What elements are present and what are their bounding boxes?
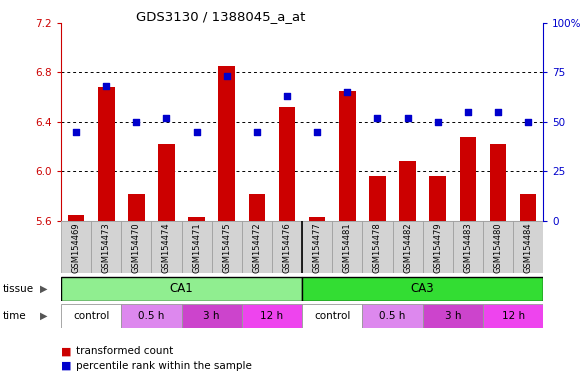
Text: GSM154481: GSM154481 (343, 222, 352, 273)
Point (343, 89, 352, 95)
Text: control: control (314, 311, 350, 321)
Text: GSM154484: GSM154484 (523, 222, 533, 273)
Bar (68, 215, 84, 221)
Text: CA1: CA1 (170, 283, 193, 295)
FancyBboxPatch shape (302, 277, 543, 301)
FancyBboxPatch shape (242, 221, 272, 273)
Text: ▶: ▶ (40, 284, 47, 294)
FancyBboxPatch shape (332, 221, 363, 273)
Point (162, 115, 171, 121)
FancyBboxPatch shape (363, 304, 423, 328)
Text: GDS3130 / 1388045_a_at: GDS3130 / 1388045_a_at (136, 10, 306, 23)
FancyBboxPatch shape (483, 221, 513, 273)
Bar (520, 194, 536, 221)
Text: ▶: ▶ (40, 311, 47, 321)
Text: control: control (73, 311, 109, 321)
Text: 12 h: 12 h (260, 311, 284, 321)
Point (252, 129, 261, 135)
Text: GSM154483: GSM154483 (464, 222, 472, 273)
Text: ■: ■ (61, 346, 71, 356)
FancyBboxPatch shape (453, 221, 483, 273)
Text: tissue: tissue (3, 284, 34, 294)
FancyBboxPatch shape (181, 304, 242, 328)
FancyBboxPatch shape (483, 304, 543, 328)
FancyBboxPatch shape (302, 221, 332, 273)
Text: 0.5 h: 0.5 h (379, 311, 406, 321)
Bar (490, 144, 506, 221)
Point (192, 129, 201, 135)
FancyBboxPatch shape (423, 304, 483, 328)
Point (373, 115, 382, 121)
FancyBboxPatch shape (61, 221, 91, 273)
Text: GSM154473: GSM154473 (102, 222, 111, 273)
FancyBboxPatch shape (181, 221, 211, 273)
Bar (369, 176, 386, 221)
FancyBboxPatch shape (152, 221, 181, 273)
Bar (249, 194, 265, 221)
Bar (98, 87, 114, 221)
Text: GSM154470: GSM154470 (132, 222, 141, 273)
Text: GSM154478: GSM154478 (373, 222, 382, 273)
Text: GSM154477: GSM154477 (313, 222, 322, 273)
FancyBboxPatch shape (91, 221, 121, 273)
Point (71, 129, 81, 135)
FancyBboxPatch shape (61, 304, 121, 328)
Text: transformed count: transformed count (76, 346, 173, 356)
Bar (399, 162, 416, 221)
Point (282, 93, 292, 99)
FancyBboxPatch shape (423, 221, 453, 273)
FancyBboxPatch shape (121, 304, 181, 328)
Text: GSM154469: GSM154469 (71, 222, 81, 273)
Point (132, 119, 141, 125)
Bar (188, 217, 205, 221)
Text: GSM154476: GSM154476 (282, 222, 292, 273)
Text: 0.5 h: 0.5 h (138, 311, 164, 321)
Point (102, 83, 111, 89)
FancyBboxPatch shape (363, 221, 393, 273)
Text: GSM154475: GSM154475 (223, 222, 231, 273)
Text: 3 h: 3 h (203, 311, 220, 321)
Text: ■: ■ (61, 361, 71, 371)
Text: percentile rank within the sample: percentile rank within the sample (76, 361, 252, 371)
Point (222, 73, 231, 79)
FancyBboxPatch shape (121, 221, 152, 273)
Bar (460, 137, 476, 221)
Point (313, 129, 322, 135)
Text: time: time (3, 311, 27, 321)
Point (523, 119, 533, 125)
Text: GSM154482: GSM154482 (403, 222, 412, 273)
Text: 12 h: 12 h (501, 311, 525, 321)
FancyBboxPatch shape (272, 221, 302, 273)
FancyBboxPatch shape (211, 221, 242, 273)
Text: 3 h: 3 h (444, 311, 461, 321)
Point (403, 115, 413, 121)
Text: GSM154472: GSM154472 (252, 222, 261, 273)
Point (463, 109, 472, 115)
Text: CA3: CA3 (411, 283, 435, 295)
Text: GSM154474: GSM154474 (162, 222, 171, 273)
FancyBboxPatch shape (302, 304, 363, 328)
Bar (429, 176, 446, 221)
Bar (309, 217, 325, 221)
Point (433, 119, 442, 125)
Point (493, 109, 503, 115)
Bar (158, 144, 175, 221)
Text: GSM154471: GSM154471 (192, 222, 201, 273)
Bar (339, 91, 356, 221)
Bar (279, 107, 295, 221)
FancyBboxPatch shape (513, 221, 543, 273)
FancyBboxPatch shape (242, 304, 302, 328)
Text: GSM154479: GSM154479 (433, 222, 442, 273)
Text: GSM154480: GSM154480 (493, 222, 503, 273)
FancyBboxPatch shape (393, 221, 423, 273)
Bar (218, 66, 235, 221)
Bar (128, 194, 145, 221)
FancyBboxPatch shape (61, 277, 302, 301)
